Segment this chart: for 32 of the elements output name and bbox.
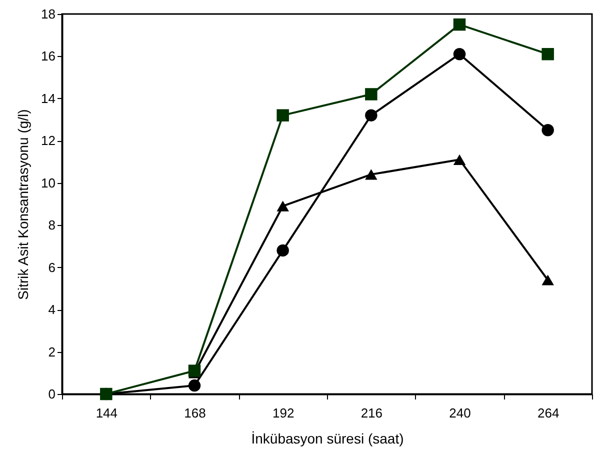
point — [365, 109, 378, 122]
x-axis-title: İnkübasyon süresi (saat) — [251, 430, 404, 446]
y-tick-label: 18 — [41, 6, 56, 22]
point — [365, 88, 378, 100]
y-tick-label: 2 — [48, 344, 56, 360]
point — [542, 274, 554, 286]
y-tick-label: 14 — [41, 90, 56, 106]
point — [276, 200, 289, 212]
y-tick-label: 10 — [41, 175, 56, 190]
point — [188, 364, 201, 377]
y-axis-title: Sitrik Asit Konsantrasyonu (g/l) — [15, 109, 32, 300]
x-tick-label: 264 — [537, 406, 560, 420]
y-tick-label: 4 — [48, 302, 56, 318]
x-tick-label: 216 — [360, 406, 383, 420]
x-tick-label: 168 — [184, 406, 206, 420]
point — [453, 18, 466, 31]
y-tick-label: 12 — [41, 133, 56, 148]
y-tick-label: 6 — [48, 260, 56, 275]
point — [276, 109, 289, 122]
y-tick-label: 0 — [48, 386, 56, 402]
x-tick-label: 144 — [96, 406, 118, 420]
x-tick-label: 192 — [272, 406, 294, 420]
point — [453, 154, 466, 165]
point — [188, 379, 201, 392]
point — [542, 124, 554, 136]
point — [276, 244, 289, 257]
y-tick-label: 8 — [48, 218, 56, 233]
x-tick-label: 240 — [449, 406, 471, 420]
point — [365, 169, 378, 180]
point — [453, 48, 466, 60]
y-tick-label: 16 — [41, 48, 56, 64]
point — [542, 48, 554, 60]
